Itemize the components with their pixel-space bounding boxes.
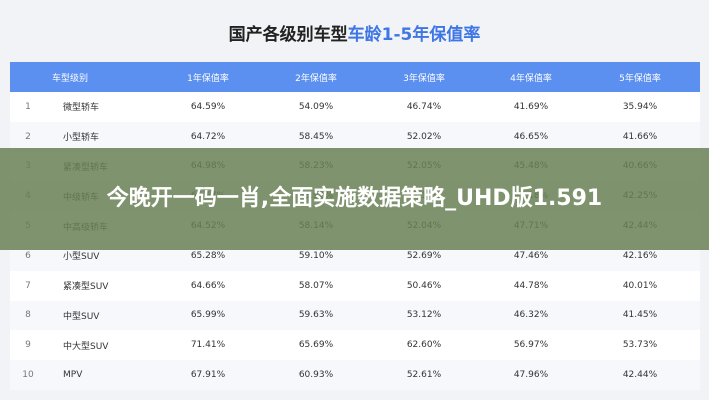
rate-cell: 64.72% bbox=[190, 131, 226, 142]
rate-cell: 58.07% bbox=[298, 280, 334, 291]
title: 国产各级别车型车龄1-5年保值率 bbox=[0, 20, 709, 45]
row-index: 1 bbox=[25, 101, 31, 112]
model-name: 微型轿车 bbox=[63, 103, 100, 114]
rate-cell: 52.69% bbox=[406, 250, 442, 261]
rate-cell: 47.96% bbox=[513, 370, 549, 381]
rate-cell: 46.74% bbox=[406, 101, 442, 112]
row-index: 9 bbox=[25, 340, 31, 351]
rate-cell: 35.94% bbox=[622, 101, 658, 112]
header-cell: 3年保值率 bbox=[403, 73, 445, 84]
rate-cell: 54.09% bbox=[298, 101, 334, 112]
model-name: 小型SUV bbox=[63, 252, 100, 263]
rate-cell: 41.45% bbox=[622, 310, 658, 321]
rate-cell: 46.32% bbox=[513, 310, 549, 321]
rate-cell: 62.60% bbox=[406, 340, 442, 351]
table-row: 8 中型SUV 65.99% 59.63% 53.12% 46.32% 41.45% bbox=[10, 300, 700, 331]
rate-cell: 47.46% bbox=[513, 250, 549, 261]
rate-cell: 50.46% bbox=[406, 280, 442, 291]
model-name: 小型轿车 bbox=[63, 133, 100, 144]
rate-cell: 65.28% bbox=[190, 250, 226, 261]
rate-cell: 58.45% bbox=[298, 131, 334, 142]
rate-cell: 40.01% bbox=[622, 280, 658, 291]
row-index: 7 bbox=[25, 280, 31, 291]
model-name: 中大型SUV bbox=[63, 341, 109, 352]
rate-cell: 41.69% bbox=[513, 101, 549, 112]
table-row: 10 MPV 67.91% 60.93% 52.61% 47.96% 42.44% bbox=[10, 360, 700, 390]
header-cell: 1年保值率 bbox=[187, 73, 229, 84]
rate-cell: 41.66% bbox=[622, 131, 658, 142]
row-index: 2 bbox=[25, 131, 31, 142]
rate-cell: 64.59% bbox=[190, 101, 226, 112]
table-row: 9 中大型SUV 71.41% 65.69% 62.60% 56.97% 53.73% bbox=[10, 330, 700, 360]
banner-text: 今晚开一码一肖,全面实施数据策略_UHD版1.591 bbox=[106, 186, 603, 211]
rate-cell: 42.16% bbox=[622, 250, 658, 261]
banner: 今晚开一码一肖,全面实施数据策略_UHD版1.591 bbox=[0, 148, 709, 250]
header-cell: 车型级别 bbox=[51, 73, 88, 84]
title-main: 国产各级别车型 bbox=[228, 25, 348, 45]
row-index: 10 bbox=[22, 370, 34, 381]
rate-cell: 65.69% bbox=[298, 340, 334, 351]
header-cell: 5年保值率 bbox=[619, 73, 661, 84]
rate-cell: 64.66% bbox=[190, 280, 226, 291]
rate-cell: 67.91% bbox=[190, 370, 226, 381]
rate-cell: 65.99% bbox=[190, 310, 226, 321]
table-row: 2 小型轿车 64.72% 58.45% 52.02% 46.65% 41.66% bbox=[10, 121, 700, 152]
rate-cell: 56.97% bbox=[513, 340, 549, 351]
rate-cell: 42.44% bbox=[622, 370, 658, 381]
rate-cell: 52.02% bbox=[406, 131, 442, 142]
rate-cell: 59.10% bbox=[298, 250, 334, 261]
title-highlight: 车龄1-5年保值率 bbox=[347, 25, 481, 45]
rate-cell: 53.73% bbox=[622, 340, 658, 351]
rate-cell: 52.61% bbox=[406, 370, 442, 381]
header-row: 车型级别 1年保值率 2年保值率 3年保值率 4年保值率 5年保值率 bbox=[10, 62, 700, 92]
header-cell: 2年保值率 bbox=[295, 73, 337, 84]
table-row: 1 微型轿车 64.59% 54.09% 46.74% 41.69% 35.94% bbox=[10, 92, 700, 122]
row-index: 8 bbox=[25, 310, 31, 321]
row-index: 6 bbox=[25, 250, 31, 261]
rate-cell: 46.65% bbox=[513, 131, 549, 142]
rate-cell: 60.93% bbox=[298, 370, 334, 381]
rate-cell: 53.12% bbox=[406, 310, 442, 321]
model-name: 紧凑型SUV bbox=[63, 282, 109, 293]
rate-cell: 59.63% bbox=[298, 310, 334, 321]
header-cell: 4年保值率 bbox=[510, 73, 552, 84]
rate-cell: 71.41% bbox=[190, 340, 226, 351]
table-row: 7 紧凑型SUV 64.66% 58.07% 50.46% 44.78% 40.01% bbox=[10, 271, 700, 301]
model-name: 中型SUV bbox=[63, 311, 100, 322]
rate-cell: 44.78% bbox=[513, 280, 549, 291]
model-name: MPV bbox=[63, 370, 83, 381]
